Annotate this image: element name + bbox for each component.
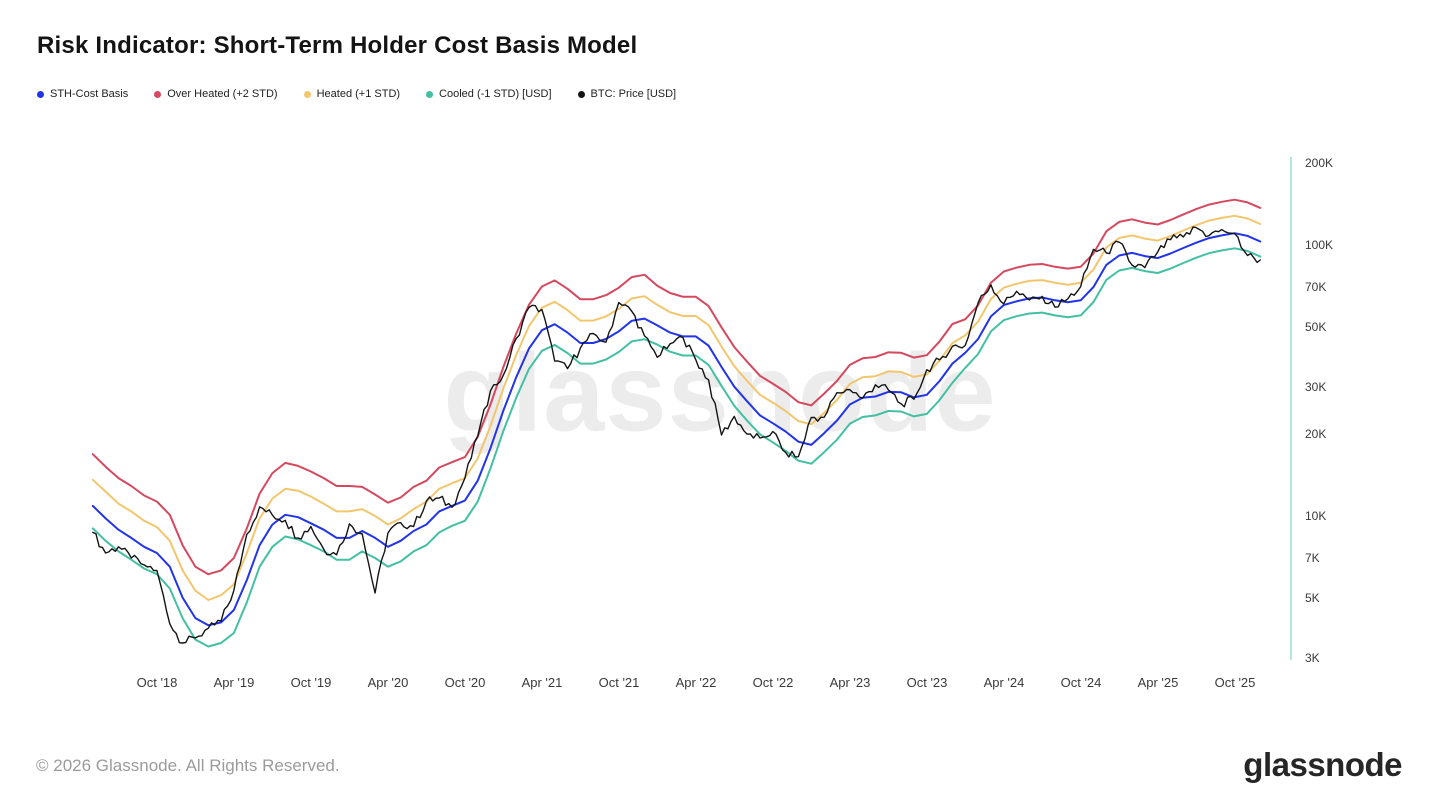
series-line-over-heated-2-std — [91, 198, 1262, 576]
footer-copyright: © 2026 Glassnode. All Rights Reserved. — [36, 756, 340, 775]
y-axis-tick-label: 7K — [1305, 551, 1320, 565]
x-axis-tick-label: Apr '19 — [213, 675, 255, 690]
x-axis-tick-label: Oct '22 — [752, 675, 794, 690]
series-line-btc-price-usd — [92, 226, 1261, 644]
legend-dot-icon — [577, 90, 585, 98]
legend-dot-icon — [426, 90, 434, 98]
x-axis-tick-label: Apr '23 — [829, 675, 871, 690]
x-axis-tick-label: Oct '19 — [290, 675, 332, 690]
legend-item[interactable]: BTC: Price [USD] — [577, 88, 677, 100]
y-axis-tick-label: 20K — [1305, 427, 1327, 441]
legend-item-label: Over Heated (+2 STD) — [167, 88, 278, 100]
legend-item-label: Cooled (-1 STD) [USD] — [439, 88, 552, 100]
legend-item-label: STH-Cost Basis — [50, 88, 129, 100]
legend-item[interactable]: Heated (+1 STD) — [303, 88, 401, 100]
y-axis-tick-label: 200K — [1305, 156, 1334, 170]
y-axis-tick-label: 10K — [1305, 509, 1327, 523]
chart-legend: STH-Cost Basis Over Heated (+2 STD) Heated… — [37, 88, 676, 100]
legend-dot-icon — [37, 90, 44, 98]
x-axis-tick-label: Oct '24 — [1060, 675, 1102, 690]
x-axis-tick-label: Apr '21 — [521, 675, 563, 690]
y-axis-tick-label: 100K — [1305, 238, 1334, 252]
series-line-heated-1-std — [91, 214, 1262, 601]
x-axis-tick-label: Apr '24 — [983, 675, 1025, 690]
legend-item[interactable]: Over Heated (+2 STD) — [154, 88, 278, 100]
x-axis-tick-label: Apr '22 — [675, 675, 717, 690]
legend-item[interactable]: STH-Cost Basis — [37, 88, 128, 100]
legend-item[interactable]: Cooled (-1 STD) [USD] — [426, 88, 552, 100]
x-axis-tick-label: Apr '25 — [1137, 675, 1179, 690]
x-axis-tick-label: Oct '18 — [136, 675, 178, 690]
page-title: Risk Indicator: Short-Term Holder Cost B… — [37, 32, 638, 59]
x-axis-tick-label: Oct '21 — [598, 675, 640, 690]
series-line-sth-cost-basis — [91, 232, 1262, 627]
legend-item-label: BTC: Price [USD] — [590, 88, 677, 100]
x-axis-tick-label: Apr '20 — [367, 675, 409, 690]
x-axis-tick-label: Oct '25 — [1214, 675, 1256, 690]
glassnode-logo: glassnode — [1243, 746, 1402, 783]
y-axis-tick-label: 50K — [1305, 320, 1327, 334]
y-axis-tick-label: 5K — [1305, 591, 1320, 605]
x-axis-tick-label: Oct '23 — [906, 675, 948, 690]
legend-item-label: Heated (+1 STD) — [316, 88, 401, 100]
series-line-cooled-1-std-usd — [91, 247, 1262, 648]
legend-dot-icon — [303, 90, 311, 98]
y-axis-tick-label: 3K — [1305, 651, 1320, 665]
x-axis-tick-label: Oct '20 — [444, 675, 486, 690]
y-axis-tick-label: 30K — [1305, 380, 1327, 394]
legend-dot-icon — [154, 90, 162, 98]
y-axis-tick-label: 70K — [1305, 280, 1327, 294]
